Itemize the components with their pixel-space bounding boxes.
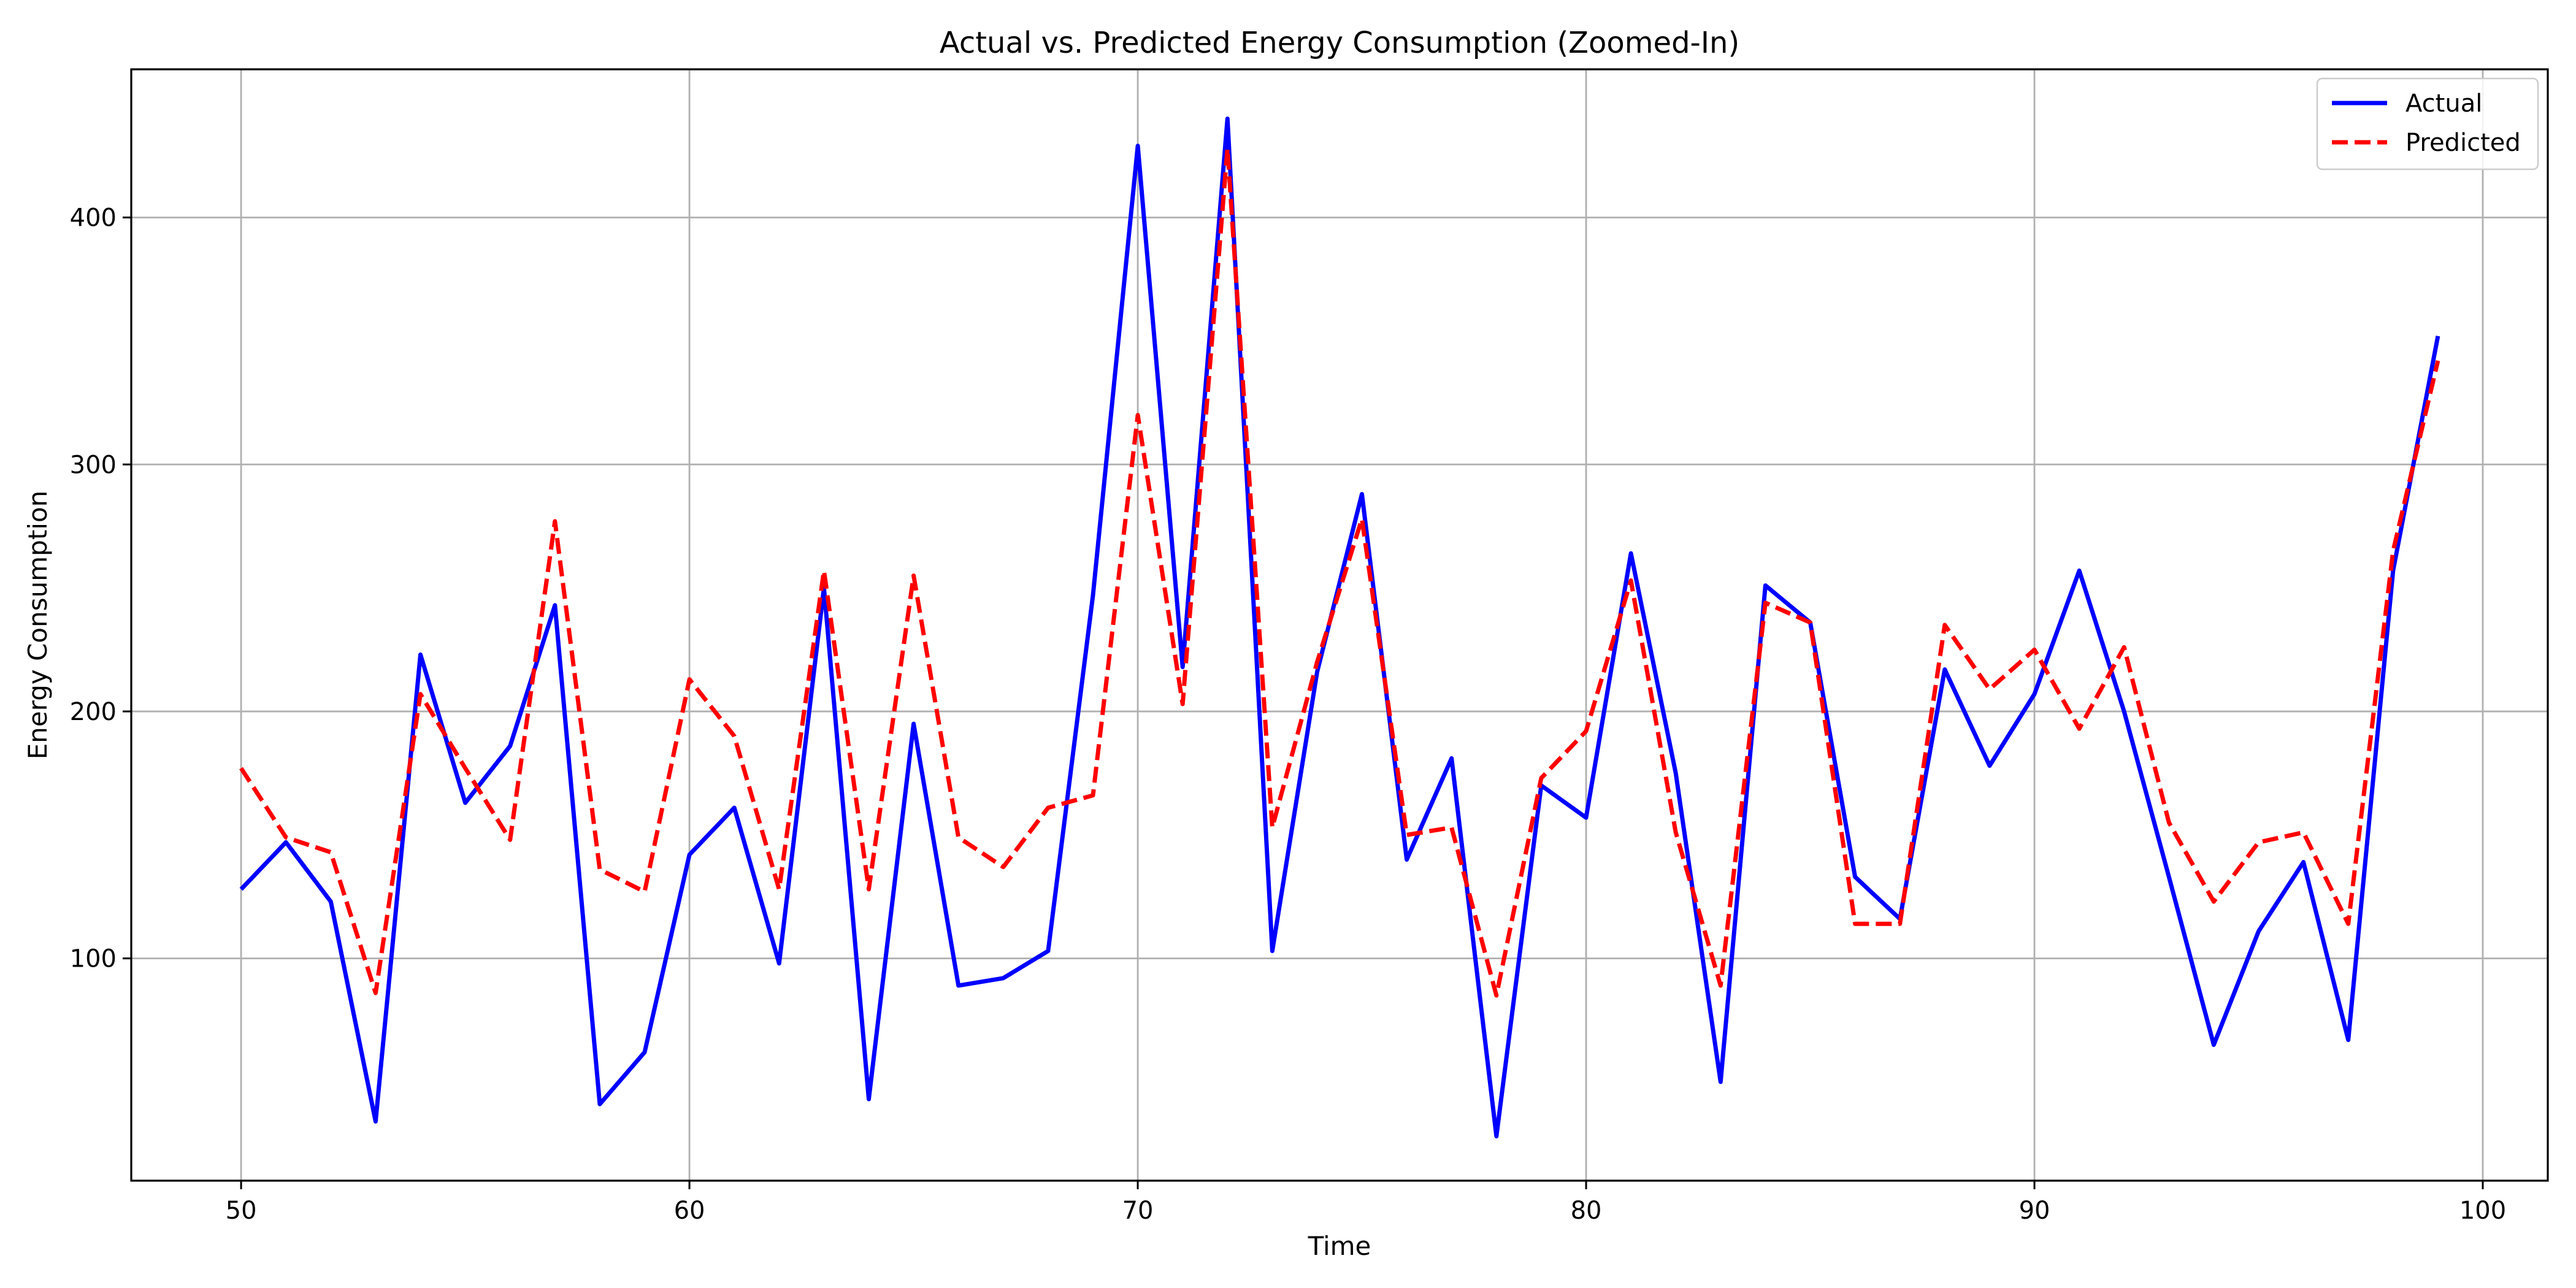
grid bbox=[131, 69, 2548, 1181]
y-tick-label: 400 bbox=[70, 204, 117, 232]
series-line-actual bbox=[239, 117, 2440, 1138]
legend-label-predicted: Predicted bbox=[2405, 129, 2521, 157]
x-tick-label: 80 bbox=[1571, 1197, 1602, 1225]
x-axis-ticks: 50 60 70 80 90 100 bbox=[226, 1181, 2506, 1225]
series-line-predicted bbox=[239, 146, 2440, 998]
x-tick-label: 70 bbox=[1122, 1197, 1154, 1225]
plot-frame bbox=[130, 68, 2549, 1182]
chart-title: Actual vs. Predicted Energy Consumption … bbox=[940, 26, 1739, 60]
y-axis-label: Energy Consumption bbox=[23, 491, 53, 760]
legend-label-actual: Actual bbox=[2405, 90, 2482, 118]
x-axis-label: Time bbox=[1308, 1231, 1371, 1261]
y-axis-ticks: 100 200 300 400 bbox=[70, 204, 131, 973]
y-tick-label: 300 bbox=[70, 451, 117, 479]
x-tick-label: 60 bbox=[674, 1197, 705, 1225]
series-lines bbox=[239, 117, 2440, 1138]
y-tick-label: 100 bbox=[70, 945, 117, 973]
x-tick-label: 100 bbox=[2459, 1197, 2506, 1225]
y-tick-label: 200 bbox=[70, 698, 117, 726]
x-tick-label: 90 bbox=[2019, 1197, 2050, 1225]
x-tick-label: 50 bbox=[226, 1197, 257, 1225]
legend: Actual Predicted bbox=[2316, 77, 2539, 171]
